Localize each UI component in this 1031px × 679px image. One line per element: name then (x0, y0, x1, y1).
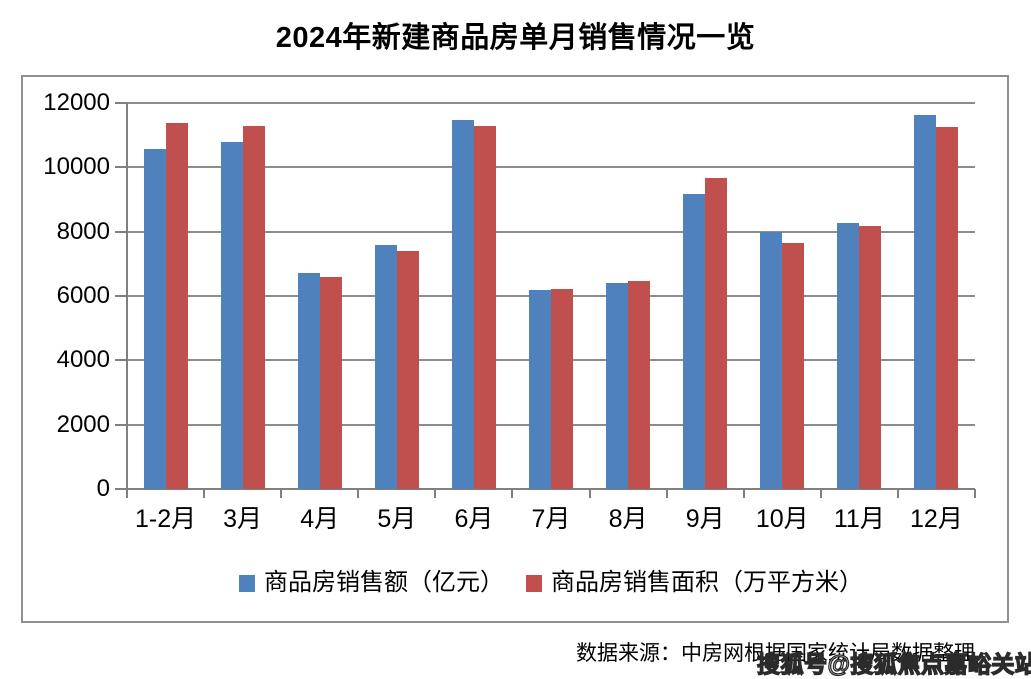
x-axis-tick (819, 489, 822, 498)
x-axis-tick (203, 489, 206, 498)
bar-sales-amount (914, 115, 937, 489)
bar-sales-area (319, 277, 342, 489)
bar-sales-area (705, 177, 728, 489)
y-axis-label: 2000 (56, 410, 110, 438)
bar-sales-amount (143, 149, 166, 489)
x-axis-tick (280, 489, 283, 498)
x-axis-label: 3月 (223, 505, 263, 533)
bar-sales-amount (837, 222, 860, 489)
y-gridline (127, 166, 975, 169)
legend-item: 商品房销售面积（万平方米） (526, 571, 863, 595)
legend-swatch-icon (526, 574, 542, 592)
y-axis-tick (115, 423, 127, 426)
bar-sales-amount (683, 194, 706, 489)
bar-sales-amount (220, 141, 243, 489)
x-axis-tick (742, 489, 745, 498)
legend-item: 商品房销售额（亿元） (239, 571, 504, 595)
y-axis-label: 6000 (56, 282, 110, 309)
y-axis-label: 10000 (43, 153, 110, 181)
x-axis-label: 11月 (833, 505, 885, 533)
x-axis-label: 4月 (300, 505, 340, 533)
bar-sales-area (782, 243, 805, 489)
x-axis-tick (126, 489, 128, 498)
bar-sales-amount (760, 232, 783, 489)
bar-sales-area (859, 225, 882, 489)
y-axis-label: 12000 (43, 89, 110, 116)
y-axis-label: 4000 (56, 346, 110, 374)
y-axis-label: 0 (96, 475, 110, 502)
y-gridline (127, 230, 975, 233)
bar-sales-area (628, 281, 651, 489)
x-axis-tick (665, 489, 668, 498)
bar-sales-area (936, 126, 959, 489)
bar-sales-amount (297, 273, 320, 489)
x-axis-line (115, 488, 975, 490)
y-axis-tick (115, 295, 127, 297)
plot-area: 0 2000 4000 6000 8000 10000 12000 1-2月 3月 4月 5月 6月 7… (23, 77, 1007, 621)
bar-sales-amount (374, 244, 397, 489)
bar-sales-amount (529, 289, 551, 489)
x-axis-tick (896, 489, 899, 498)
y-axis-tick (115, 102, 127, 104)
bar-sales-area (165, 123, 188, 489)
legend: 商品房销售额（亿元） 商品房销售面积（万平方米） (127, 571, 975, 595)
x-axis-label: 10月 (755, 505, 809, 533)
legend-label: 商品房销售额（亿元） (264, 569, 504, 596)
bar-sales-area (396, 251, 419, 489)
x-axis-tick (588, 489, 591, 498)
y-axis-tick (115, 166, 127, 169)
y-axis-line (126, 103, 128, 498)
data-source-note: 数据来源：中房网根据国家统计局数据整理 (576, 642, 975, 665)
x-axis-label: 5月 (377, 505, 417, 533)
chart-title: 2024年新建商品房单月销售情况一览 (275, 22, 756, 54)
y-axis-label: 8000 (56, 217, 110, 245)
y-axis-tick (115, 230, 127, 233)
x-axis-label: 12月 (910, 505, 963, 533)
bar-sales-amount (451, 120, 474, 489)
legend-label: 商品房销售面积（万平方米） (551, 569, 863, 596)
x-axis-label: 7月 (531, 505, 571, 533)
x-axis-label: 6月 (454, 505, 494, 533)
y-gridline (127, 102, 975, 104)
x-axis-tick (511, 489, 514, 498)
y-axis-tick (115, 359, 127, 362)
x-axis-tick (434, 489, 437, 498)
x-axis-tick (357, 489, 360, 498)
x-axis-label: 1-2月 (134, 505, 197, 533)
x-axis-label: 8月 (608, 505, 648, 533)
x-axis-label: 9月 (685, 505, 725, 533)
bar-sales-area (551, 288, 573, 489)
bar-sales-area (242, 125, 265, 489)
legend-swatch-icon (239, 574, 255, 592)
bar-sales-amount (606, 283, 629, 489)
watermark: 搜狐号@搜狐焦点嘉峪关站 (756, 650, 1031, 677)
chart-frame: 0 2000 4000 6000 8000 10000 12000 1-2月 3月 4月 5月 6月 7… (21, 75, 1009, 623)
x-axis-tick (974, 489, 976, 498)
bar-sales-area (473, 126, 496, 489)
